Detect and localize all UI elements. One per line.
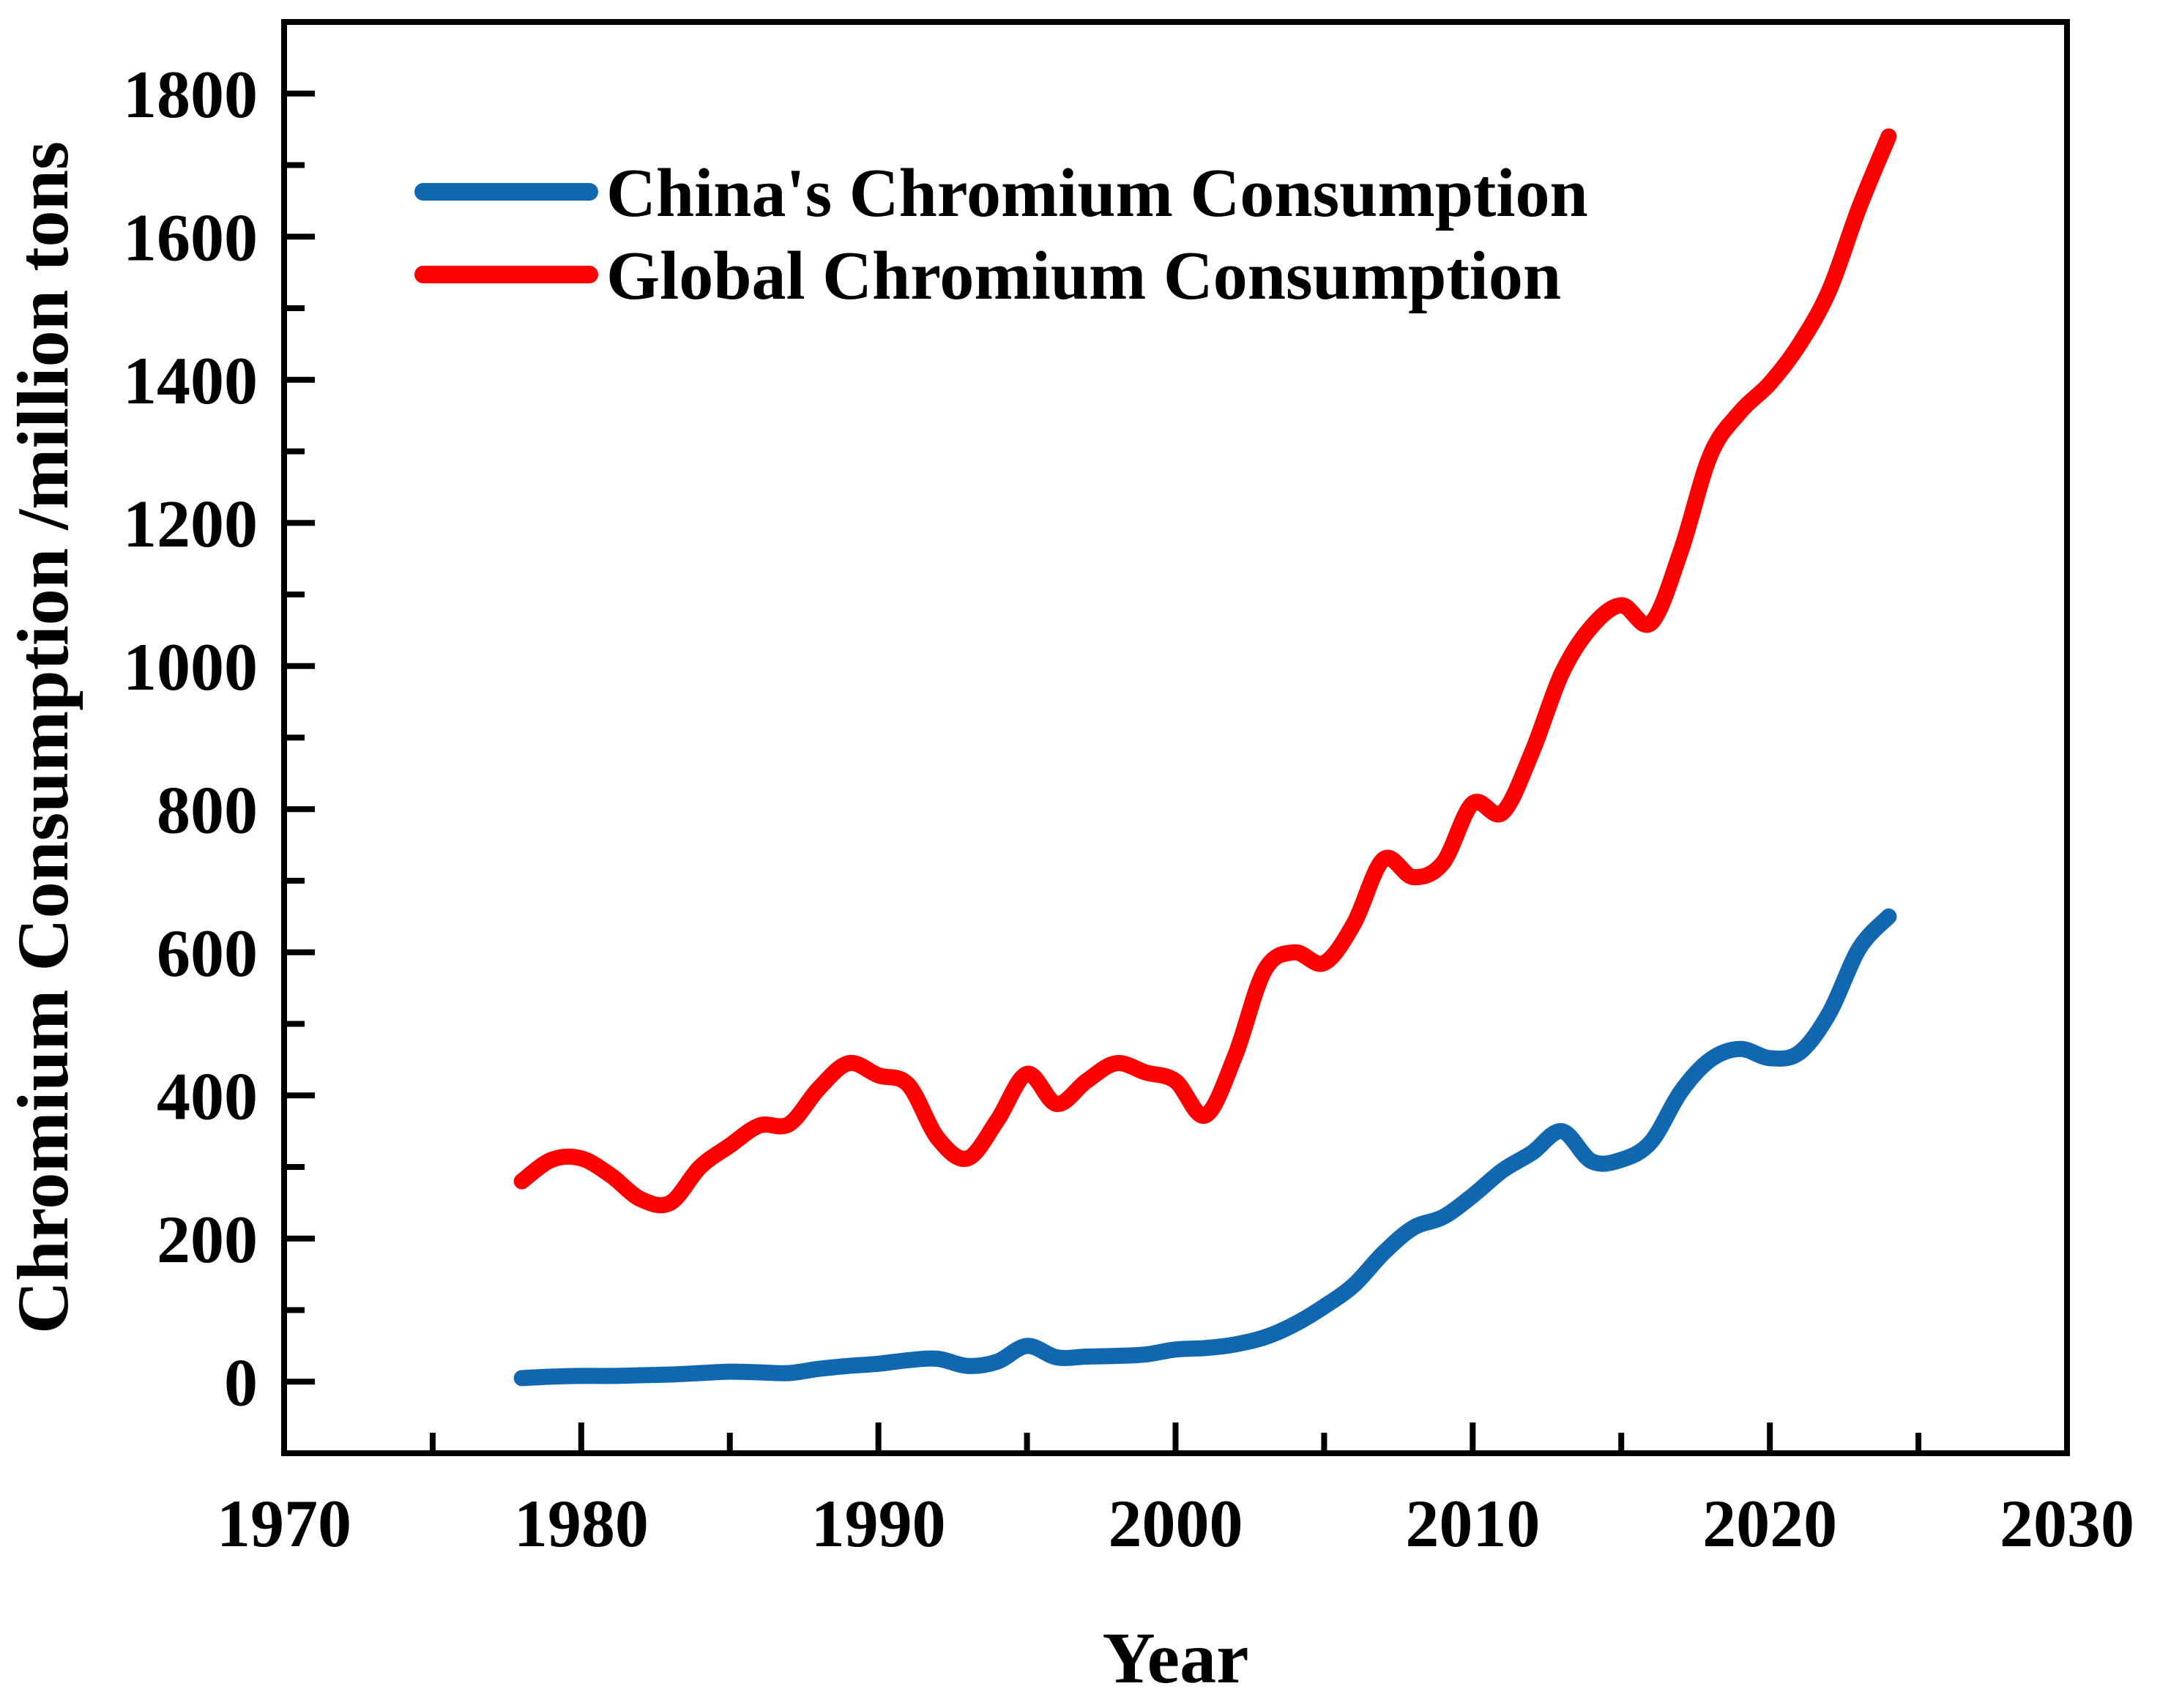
y-axis-title: Chromium Consumption /million tons — [2, 141, 83, 1334]
x-tick-label: 2020 — [1702, 1486, 1837, 1561]
x-tick-label: 1980 — [514, 1486, 649, 1561]
series-line-china — [513, 908, 1897, 1387]
y-tick-label: 0 — [224, 1345, 258, 1420]
legend-label-china: China's Chromium Consumption — [606, 155, 1588, 231]
legend-label-global: Global Chromium Consumption — [606, 238, 1561, 314]
x-tick-label: 2000 — [1109, 1486, 1243, 1561]
y-tick-label: 200 — [157, 1202, 258, 1277]
y-tick-label: 1200 — [123, 486, 258, 561]
y-tick-label: 1800 — [123, 57, 258, 132]
y-tick-label: 1600 — [123, 200, 258, 275]
y-tick-label: 600 — [157, 916, 258, 991]
y-tick-label: 800 — [157, 772, 258, 847]
plot-border — [281, 19, 2070, 1456]
x-tick-label: 1990 — [811, 1486, 946, 1561]
y-tick-label: 1000 — [123, 630, 258, 704]
y-tick-label: 400 — [157, 1059, 258, 1133]
x-tick-label: 2030 — [2000, 1486, 2134, 1561]
series-line-global — [513, 128, 1897, 1214]
x-axis-title: Year — [1103, 1617, 1249, 1698]
x-tick-label: 1970 — [217, 1486, 351, 1561]
y-tick-label: 1400 — [123, 343, 258, 418]
x-tick-label: 2010 — [1405, 1486, 1540, 1561]
